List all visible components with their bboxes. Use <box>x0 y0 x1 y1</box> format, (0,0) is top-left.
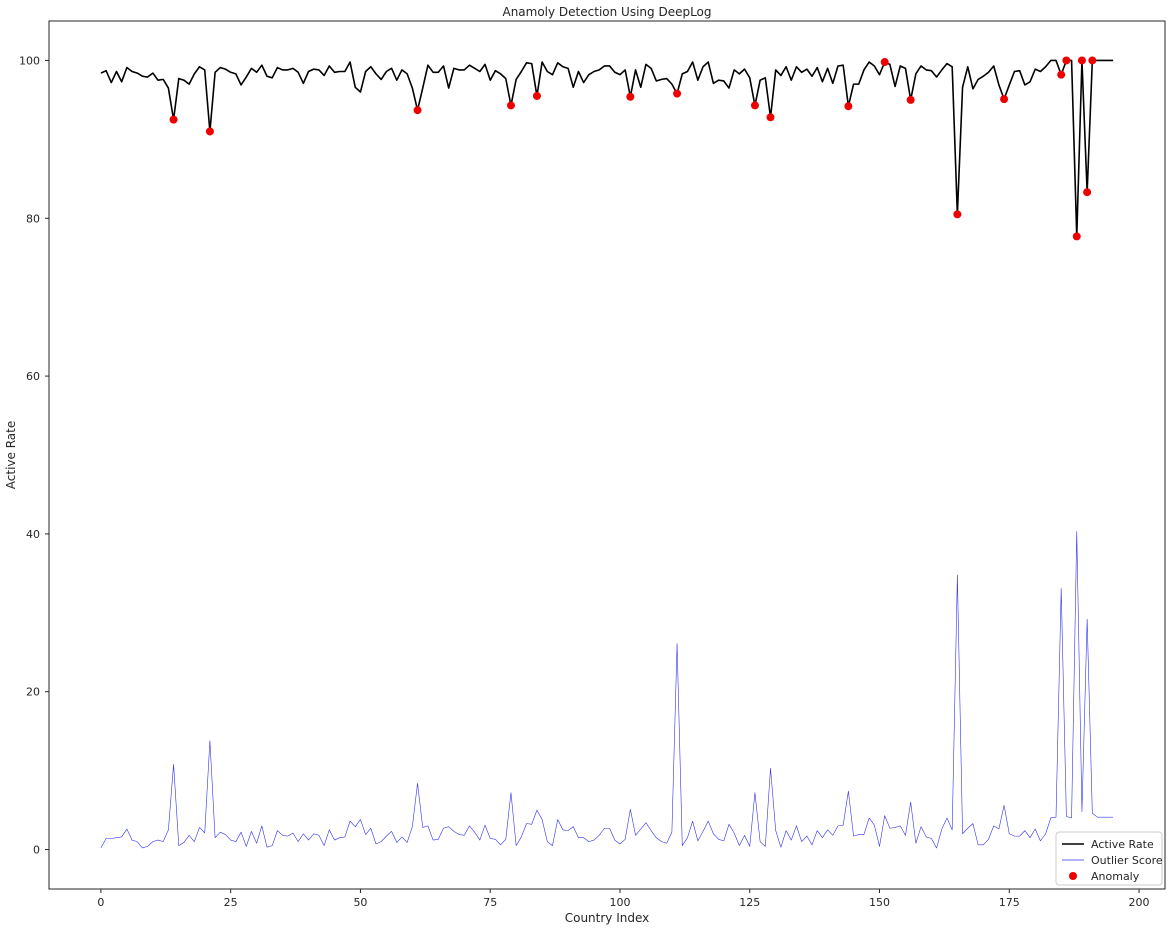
legend-label-anomaly: Anomaly <box>1091 870 1140 883</box>
y-tick-label: 40 <box>26 528 40 541</box>
anomaly-point <box>750 101 759 110</box>
y-axis-label: Active Rate <box>4 421 18 489</box>
anomaly-point <box>205 127 214 136</box>
anomaly-point <box>673 89 682 98</box>
ticks-layer: 0 25 50 75 100 125 150 175 200 0 20 40 60 80 100 <box>19 54 1150 909</box>
anomaly-point <box>532 91 541 100</box>
anomaly-point <box>626 92 635 101</box>
anomaly-point <box>766 113 775 122</box>
anomaly-point <box>844 102 853 111</box>
legend-swatch-anomaly <box>1069 872 1077 880</box>
y-tick-label: 60 <box>26 370 40 383</box>
anomaly-point <box>953 210 962 219</box>
anomaly-point <box>1000 95 1009 104</box>
x-tick-label: 125 <box>739 896 760 909</box>
anomaly-point <box>1077 56 1086 65</box>
anomaly-point <box>906 95 915 104</box>
x-tick-label: 200 <box>1129 896 1150 909</box>
series-line-outlier-score <box>100 531 1114 849</box>
anomaly-point <box>506 101 515 110</box>
legend-label-outlier-score: Outlier Score <box>1091 854 1163 867</box>
chart-title: Anamoly Detection Using DeepLog <box>502 5 711 19</box>
legend-label-active-rate: Active Rate <box>1091 838 1154 851</box>
x-tick-label: 150 <box>869 896 890 909</box>
y-tick-label: 100 <box>19 54 40 67</box>
anomaly-point <box>1062 56 1071 65</box>
anomaly-point <box>169 115 178 124</box>
anomaly-point <box>1088 56 1097 65</box>
x-tick-label: 25 <box>224 896 238 909</box>
plot-frame <box>48 20 1166 890</box>
y-tick-label: 80 <box>26 212 40 225</box>
y-tick-label: 0 <box>33 844 40 857</box>
x-tick-label: 175 <box>999 896 1020 909</box>
x-tick-label: 100 <box>609 896 630 909</box>
anomaly-point <box>1072 232 1081 241</box>
anomaly-point <box>1057 70 1066 79</box>
anomaly-point <box>413 106 422 115</box>
x-tick-label: 75 <box>483 896 497 909</box>
series-line-active-rate <box>100 59 1114 238</box>
x-tick-label: 0 <box>97 896 104 909</box>
anomaly-point <box>880 58 889 67</box>
series-layer <box>100 56 1114 849</box>
legend: Active Rate Outlier Score Anomaly <box>1055 831 1163 886</box>
x-tick-label: 50 <box>353 896 367 909</box>
x-axis-label: Country Index <box>565 911 650 925</box>
legend-frame <box>1055 831 1163 886</box>
anomaly-point <box>1083 188 1092 197</box>
y-tick-label: 20 <box>26 686 40 699</box>
